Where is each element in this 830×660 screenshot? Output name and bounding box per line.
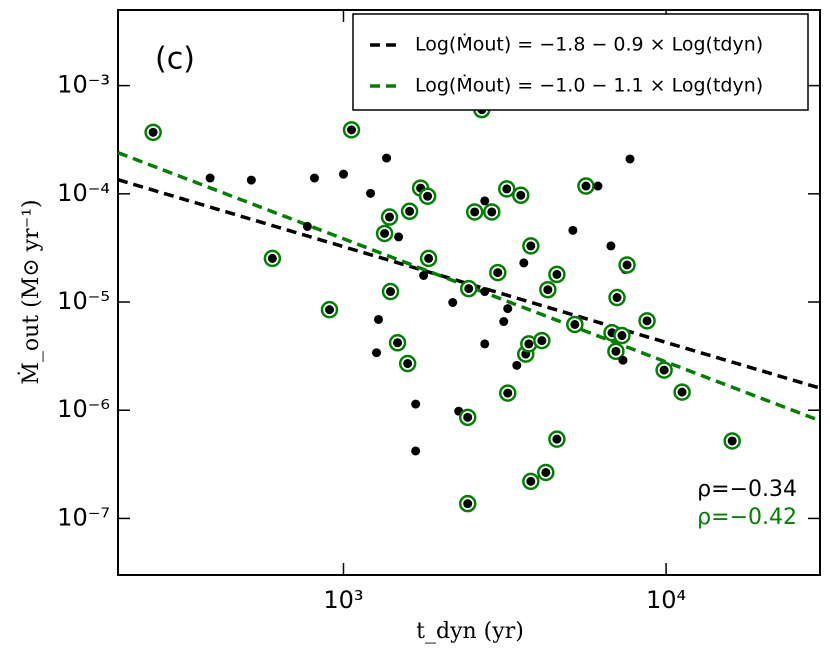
point (386, 287, 396, 297)
point (480, 287, 490, 297)
point (463, 499, 473, 509)
point (411, 399, 421, 409)
point (148, 127, 158, 137)
point (727, 436, 737, 446)
point (374, 314, 384, 324)
point (463, 412, 473, 422)
point (325, 305, 335, 315)
point (347, 125, 357, 135)
annotation: ρ=−0.34 (697, 477, 797, 502)
point (382, 153, 392, 163)
point (524, 339, 534, 349)
legend-box (352, 13, 809, 111)
point (502, 184, 512, 194)
point (526, 241, 536, 251)
legend-label: Log(Ṁout) = −1.0 − 1.1 × Log(tdyn) (415, 74, 763, 97)
point (503, 304, 513, 314)
point (493, 268, 503, 278)
y-tick-label: 10⁻⁵ (57, 287, 110, 315)
point (543, 285, 553, 295)
point (480, 196, 490, 206)
point (570, 319, 580, 329)
point (622, 260, 632, 270)
point (366, 188, 376, 198)
annotation: ρ=−0.42 (697, 505, 797, 530)
point (606, 241, 616, 251)
y-tick-label: 10⁻⁷ (57, 503, 110, 531)
point (411, 446, 421, 456)
plot-frame (117, 9, 821, 576)
point (309, 173, 319, 183)
x-axis-label: t_dyn (yr) (416, 619, 524, 644)
point (499, 317, 509, 327)
y-tick-label: 10⁻⁶ (57, 395, 110, 423)
x-tick-label: 10³ (323, 586, 363, 614)
point (618, 355, 628, 365)
point (612, 293, 622, 303)
point (372, 348, 382, 358)
point (424, 253, 434, 263)
point (302, 221, 312, 231)
fit-line (117, 178, 821, 390)
point (423, 191, 433, 201)
point (677, 387, 687, 397)
point (448, 297, 458, 307)
point (519, 258, 529, 268)
point (526, 476, 536, 486)
point (659, 365, 669, 375)
point (338, 169, 348, 179)
x-tick-label: 10⁴ (646, 586, 686, 614)
point (581, 181, 591, 191)
point (246, 175, 256, 185)
point (403, 359, 413, 369)
point (611, 346, 621, 356)
point (205, 173, 215, 183)
point (617, 331, 627, 341)
point (394, 232, 404, 242)
point (464, 284, 474, 294)
point (552, 269, 562, 279)
point (568, 225, 578, 235)
point (405, 206, 415, 216)
point (541, 467, 551, 477)
point (503, 388, 513, 398)
y-axis-label: Ṁ_out (M⊙ yr⁻¹) (17, 199, 44, 384)
point (393, 338, 403, 348)
y-tick-label: 10⁻⁴ (57, 179, 110, 207)
point (552, 434, 562, 444)
point (470, 207, 480, 217)
point (487, 207, 497, 217)
y-tick-label: 10⁻³ (57, 71, 110, 99)
point (642, 316, 652, 326)
point (516, 190, 526, 200)
panel-label: (c) (155, 42, 195, 77)
point (480, 339, 490, 349)
point (419, 270, 429, 280)
point (267, 253, 277, 263)
point (380, 228, 390, 238)
legend-label: Log(Ṁout) = −1.8 − 0.9 × Log(tdyn) (415, 33, 763, 56)
point (537, 336, 547, 346)
point (593, 181, 603, 191)
point (625, 154, 635, 164)
point (385, 212, 395, 222)
point (512, 360, 522, 370)
